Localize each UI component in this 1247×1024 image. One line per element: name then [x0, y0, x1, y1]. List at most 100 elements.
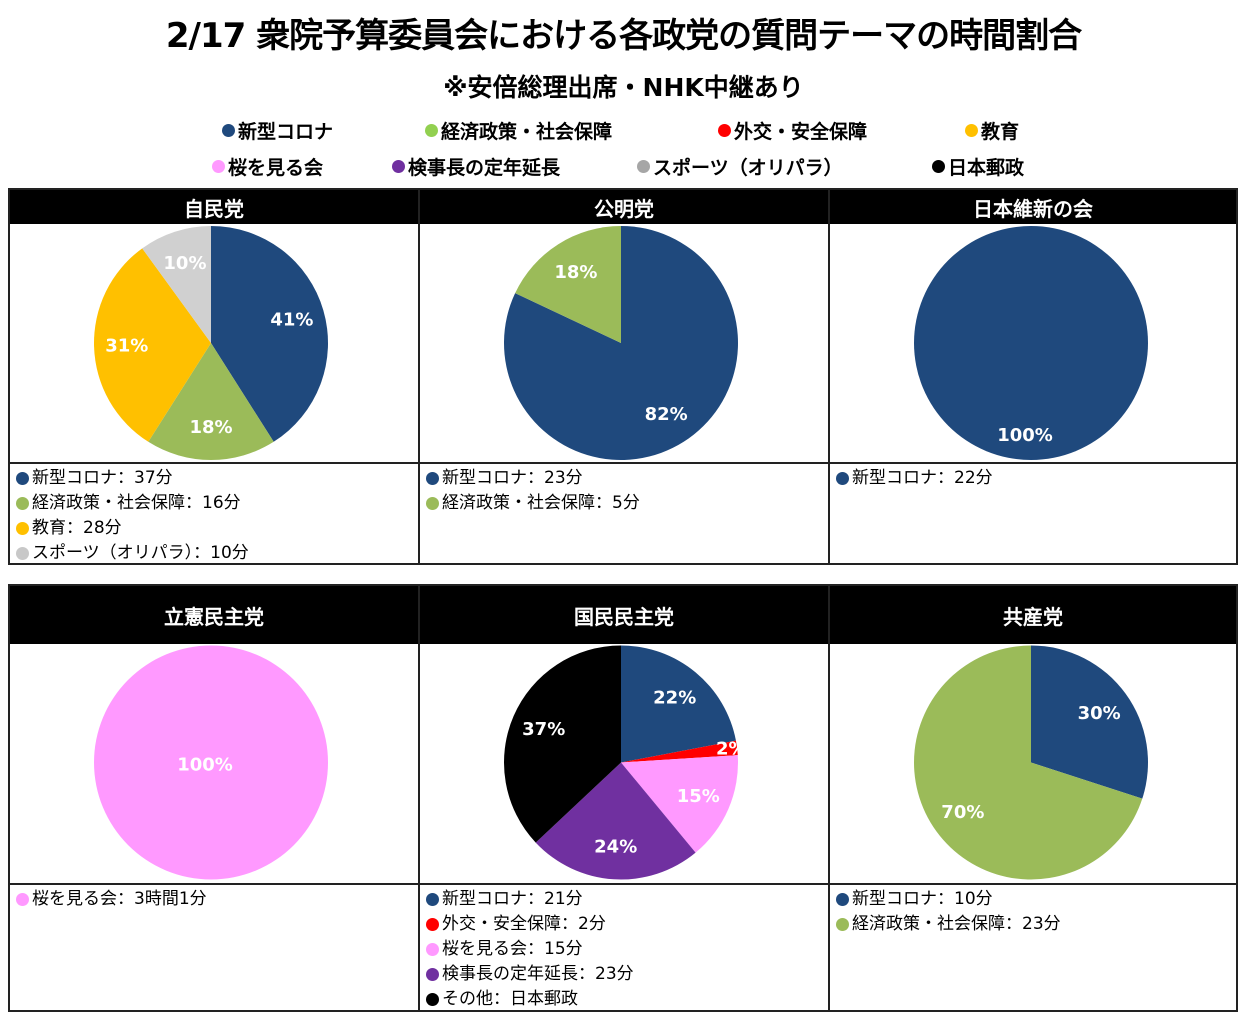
time-entry-text: 経済政策・社会保障：5分: [442, 493, 640, 513]
pie-chart: 82% 18%: [504, 226, 738, 460]
slice-label: 15%: [677, 786, 720, 807]
pie-area: 30% 70%: [830, 644, 1236, 883]
category-dot-icon: [836, 893, 849, 906]
pie-area: 100%: [830, 224, 1236, 464]
time-entry-text: 桜を見る会：15分: [442, 939, 583, 959]
category-dot-icon: [426, 893, 439, 906]
legend-dot-icon: [212, 160, 225, 173]
legend-item: 外交・安全保障: [718, 117, 867, 144]
pie-slice: [94, 645, 328, 880]
slice-label: 2%: [716, 739, 747, 760]
slice-label: 30%: [1078, 703, 1121, 724]
category-dot-icon: [16, 893, 29, 906]
pie-area: 41% 18% 31% 10%: [10, 224, 418, 464]
party-panel: 公明党 82% 18% 新型コロナ：23分 経済政策・社会保障：5分: [420, 190, 830, 563]
page-title: 2/17 衆院予算委員会における各政党の質問テーマの時間割合: [165, 16, 1082, 56]
legend-item: 新型コロナ: [222, 117, 333, 144]
time-entry-text: 新型コロナ：22分: [852, 468, 993, 488]
time-entry-text: 経済政策・社会保障：23分: [852, 914, 1061, 934]
category-dot-icon: [426, 497, 439, 510]
pie-slice: [621, 645, 736, 763]
category-dot-icon: [426, 993, 439, 1006]
pie-slice: [1031, 645, 1148, 799]
legend-label: 日本郵政: [948, 157, 1025, 179]
pie-slice: [621, 740, 738, 763]
slice-label: 24%: [594, 837, 637, 858]
category-dot-icon: [426, 968, 439, 981]
legend-item: 検事長の定年延長: [392, 153, 560, 180]
slice-label: 100%: [997, 425, 1053, 446]
legend: 新型コロナ 経済政策・社会保障 外交・安全保障 教育桜を見る会 検事長の定年延長 スポーツ…: [0, 115, 1247, 185]
time-legend: 新型コロナ：37分経済政策・社会保障：16分教育：28分 スポーツ（オリパラ）：1…: [10, 462, 418, 563]
time-entry: 外交・安全保障：2分: [426, 912, 822, 937]
legend-item: 日本郵政: [932, 153, 1024, 180]
party-name: 日本維新の会: [830, 190, 1236, 224]
time-legend: 桜を見る会：3時間1分: [10, 883, 418, 1010]
legend-dot-icon: [965, 124, 978, 137]
time-entry: 教育：28分: [16, 516, 412, 541]
legend-label: 経済政策・社会保障: [441, 121, 613, 143]
category-dot-icon: [836, 472, 849, 485]
pie-area: 82% 18%: [420, 224, 828, 464]
chart-block-bottom: 立憲民主党 100% 桜を見る会：3時間1分 国民民主党 22% 2% 15% 24% 37% 新…: [8, 584, 1238, 1012]
party-name: 公明党: [420, 190, 828, 224]
pie-slice: [621, 755, 738, 853]
pie-chart: 100%: [914, 226, 1148, 460]
category-dot-icon: [836, 918, 849, 931]
slice-label: 82%: [645, 404, 688, 425]
legend-dot-icon: [222, 124, 235, 137]
time-entry-text: 桜を見る会：3時間1分: [32, 889, 207, 909]
pie-area: 22% 2% 15% 24% 37%: [420, 644, 828, 883]
pie-area: 100%: [10, 644, 418, 883]
legend-label: 教育: [981, 121, 1020, 143]
category-dot-icon: [426, 918, 439, 931]
slice-label: 41%: [270, 309, 313, 330]
legend-label: 検事長の定年延長: [408, 157, 561, 179]
legend-item: 経済政策・社会保障: [425, 117, 612, 144]
time-entry: 新型コロナ：37分: [16, 466, 412, 491]
chart-block-top: 自民党 41% 18% 31% 10% 新型コロナ：37分 経済政策・社会保障：16分 教育：…: [8, 188, 1238, 565]
category-dot-icon: [16, 522, 29, 535]
time-entry: その他：日本郵政: [426, 987, 822, 1012]
legend-dot-icon: [637, 160, 650, 173]
time-entry-text: その他：日本郵政: [442, 989, 578, 1009]
time-legend: 新型コロナ：21分 外交・安全保障：2分 桜を見る会：15分検事長の定年延長：23分…: [420, 883, 828, 1010]
time-entry: 桜を見る会：15分: [426, 937, 822, 962]
legend-label: 新型コロナ: [238, 121, 334, 143]
party-panel: 国民民主党 22% 2% 15% 24% 37% 新型コロナ：21分 外交・安全保障：2分 桜を…: [420, 586, 830, 1010]
pie-slice: [535, 762, 696, 880]
slice-label: 18%: [554, 262, 597, 283]
time-entry: 新型コロナ：21分: [426, 887, 822, 912]
pie-slice: [914, 645, 1143, 880]
category-dot-icon: [16, 547, 29, 560]
time-legend: 新型コロナ：22分: [830, 462, 1236, 563]
pie-slice: [93, 248, 211, 442]
page-subtitle: ※安倍総理出席・NHK中継あり: [443, 73, 804, 102]
pie-slice: [148, 343, 274, 460]
time-entry: 新型コロナ：10分: [836, 887, 1230, 912]
party-panel: 共産党 30% 70% 新型コロナ：10分 経済政策・社会保障：23分: [830, 586, 1236, 1010]
party-name: 立憲民主党: [10, 586, 418, 644]
pie-chart: 100%: [94, 645, 328, 880]
time-entry-text: 経済政策・社会保障：16分: [32, 493, 241, 513]
time-entry: 経済政策・社会保障：16分: [16, 491, 412, 516]
legend-label: スポーツ（オリパラ）: [653, 157, 843, 179]
legend-dot-icon: [425, 124, 438, 137]
pie-slice: [211, 226, 328, 442]
pie-slice: [914, 226, 1148, 460]
slice-label: 37%: [522, 719, 565, 740]
party-name: 自民党: [10, 190, 418, 224]
time-legend: 新型コロナ：23分 経済政策・社会保障：5分: [420, 462, 828, 563]
time-entry-text: 新型コロナ：10分: [852, 889, 993, 909]
party-panel: 日本維新の会 100% 新型コロナ：22分: [830, 190, 1236, 563]
time-entry: スポーツ（オリパラ）：10分: [16, 541, 412, 566]
legend-item: スポーツ（オリパラ）: [637, 153, 843, 180]
time-entry-text: スポーツ（オリパラ）：10分: [32, 543, 249, 563]
pie-chart: 22% 2% 15% 24% 37%: [504, 645, 747, 880]
legend-label: 桜を見る会: [228, 157, 324, 179]
time-entry-text: 新型コロナ：37分: [32, 468, 173, 488]
time-entry: 経済政策・社会保障：5分: [426, 491, 822, 516]
time-entry-text: 検事長の定年延長：23分: [442, 964, 634, 984]
slice-label: 70%: [941, 802, 984, 823]
pie-slice: [504, 645, 621, 843]
